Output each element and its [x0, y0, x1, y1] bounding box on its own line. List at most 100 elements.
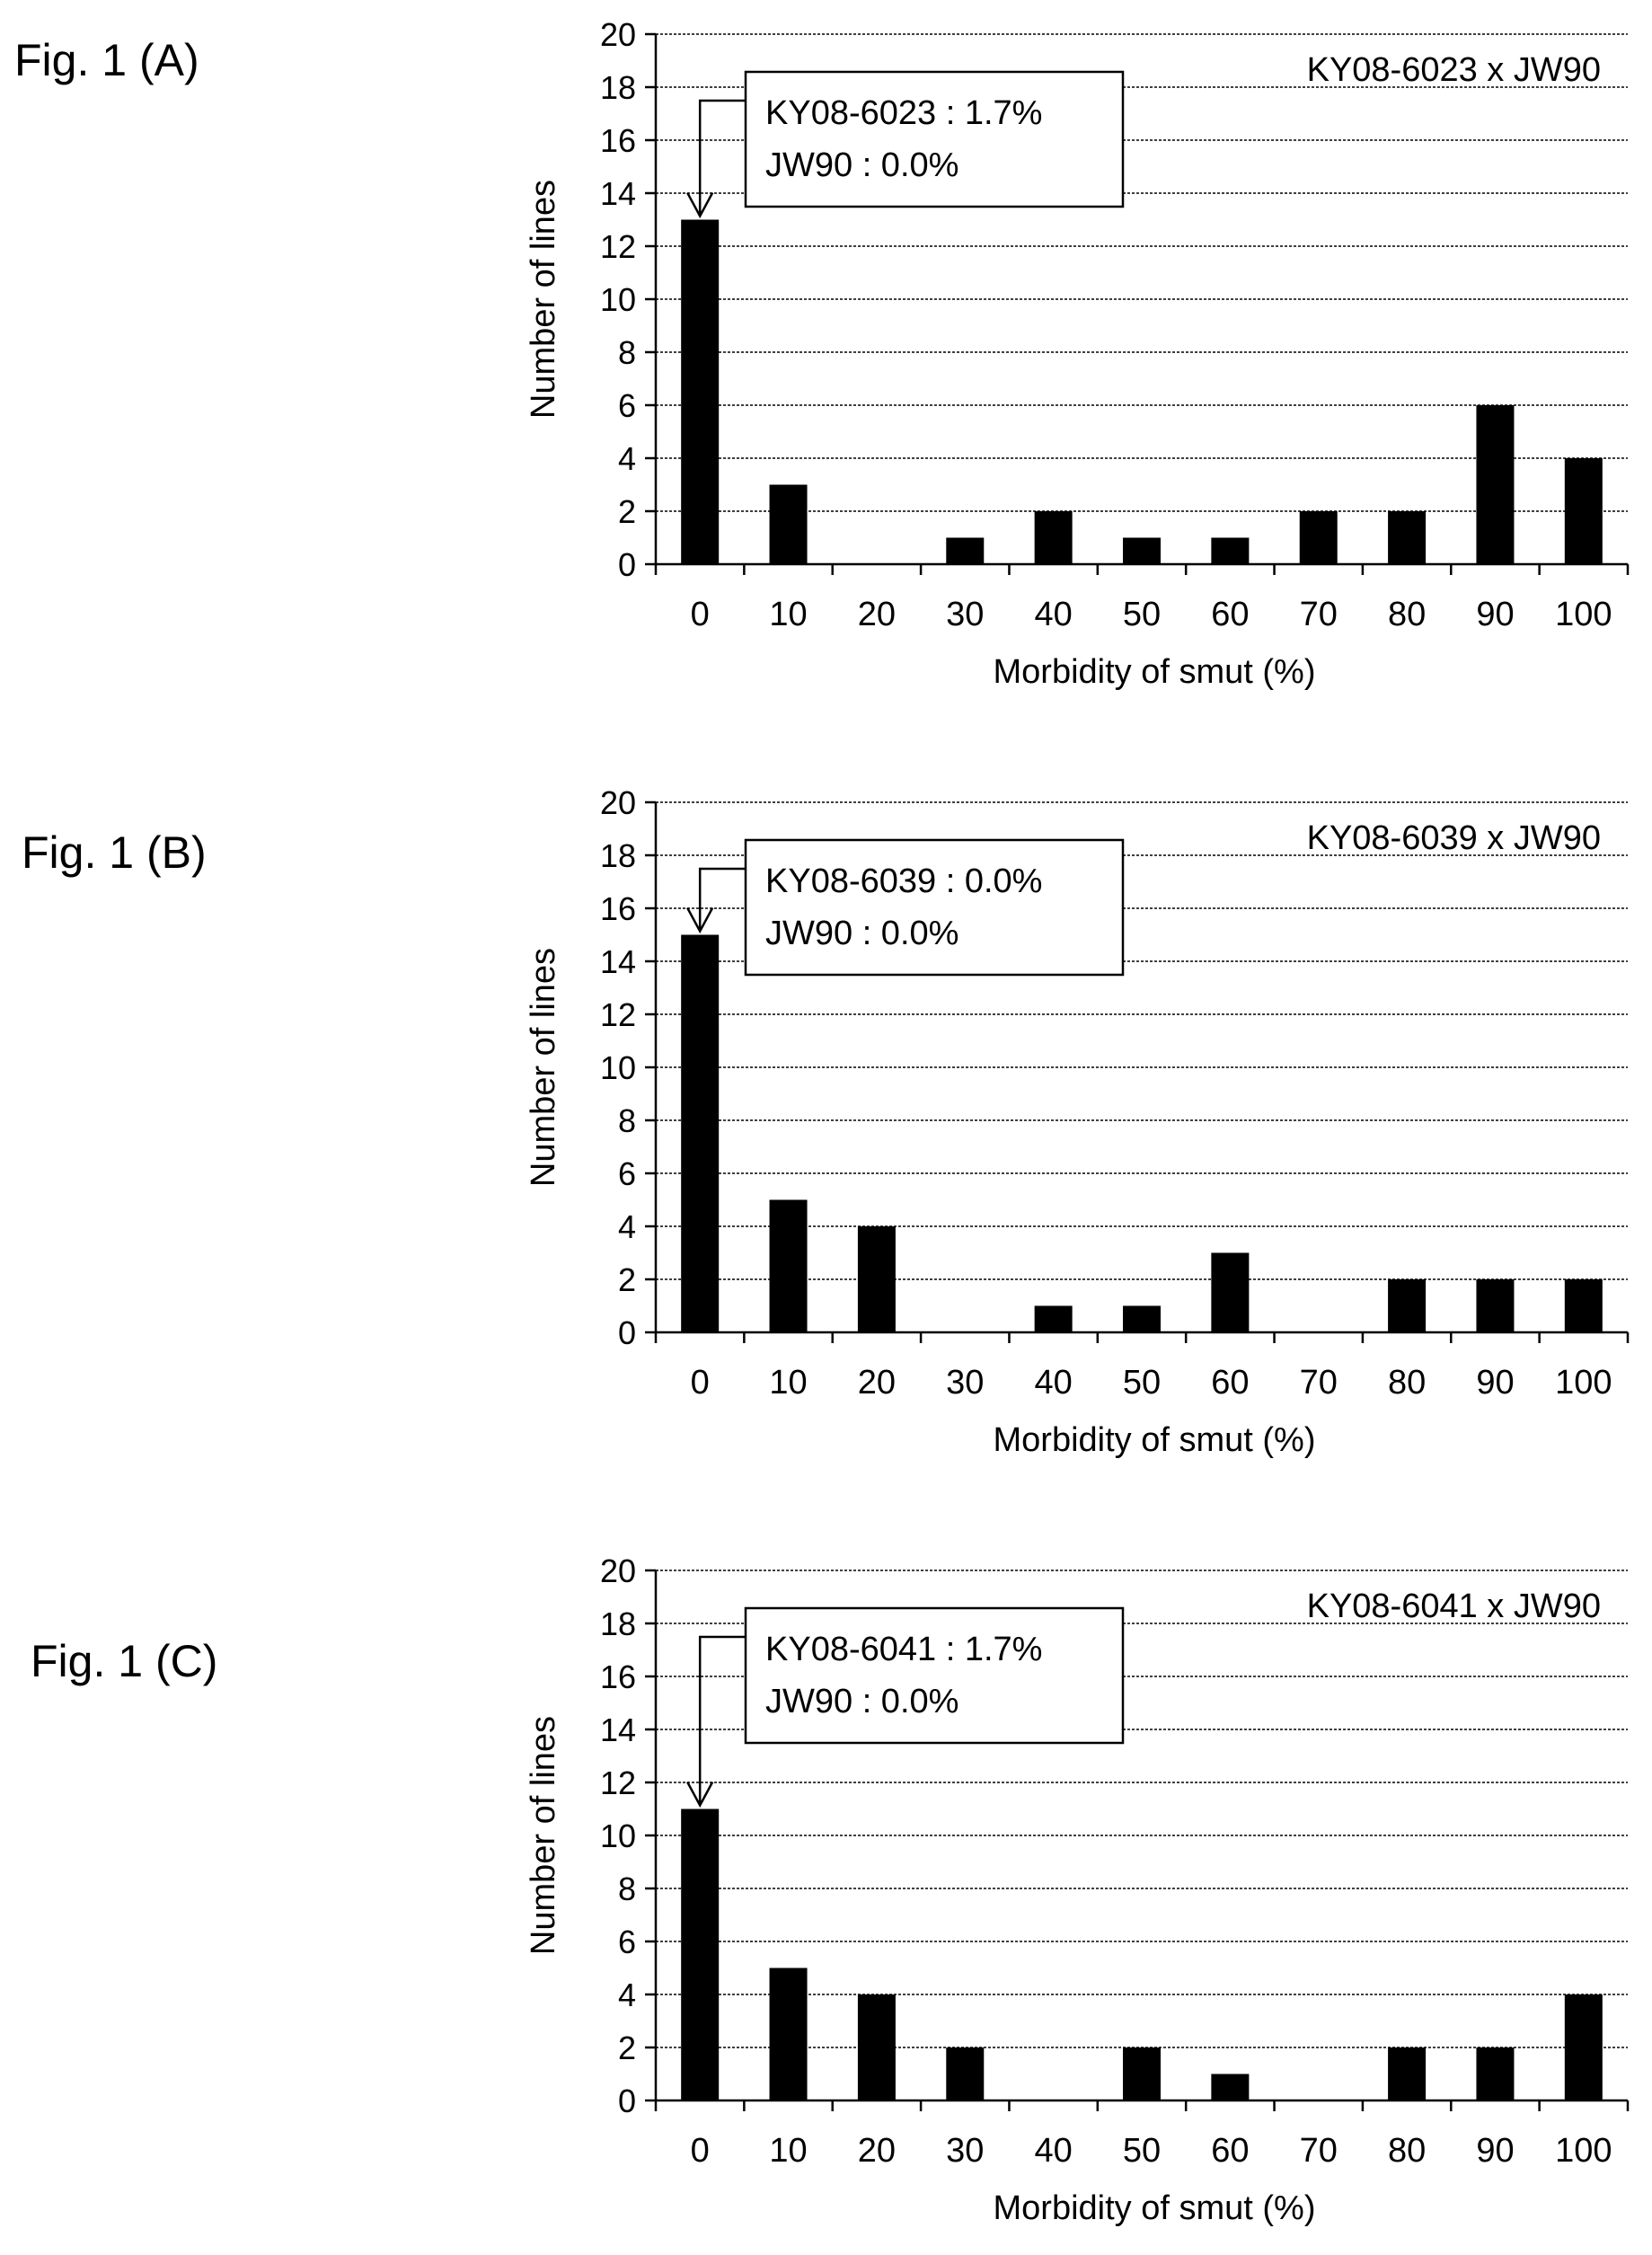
bar	[1123, 1305, 1161, 1332]
annotation-text: KY08-6041 : 1.7%	[765, 1631, 1042, 1668]
bar	[1476, 1279, 1515, 1332]
bar	[946, 2047, 985, 2100]
x-tick-label: 90	[1476, 2132, 1514, 2170]
figure-label-c: Fig. 1 (C)	[31, 1636, 218, 1686]
x-tick-label: 60	[1211, 1364, 1249, 1402]
bar	[1211, 1252, 1250, 1332]
annotation-box	[744, 70, 1125, 208]
bar	[946, 537, 985, 564]
y-tick-label: 0	[618, 546, 636, 583]
chart-panel-a: 0 2 4 6 8 10 12 14 16 18 20 0 10 20 30 40 50 60 70 80 90 100 M…	[525, 16, 1630, 691]
x-tick-label: 80	[1388, 2132, 1426, 2170]
y-tick-label: 14	[600, 943, 636, 980]
bar	[1123, 2047, 1161, 2100]
y-tick-label: 12	[600, 1764, 636, 1801]
annotation-text: KY08-6023 : 1.7%	[765, 94, 1042, 132]
x-tick-label: 10	[769, 596, 807, 633]
y-tick-label: 8	[618, 334, 636, 371]
bar	[1564, 1994, 1603, 2100]
annotation-arrowhead	[686, 191, 714, 219]
y-tick-label: 8	[618, 1870, 636, 1907]
y-tick-label: 10	[600, 1049, 636, 1086]
x-tick-label: 70	[1300, 1364, 1338, 1402]
x-tick-label: 90	[1476, 1364, 1514, 1402]
annotation-box	[744, 838, 1125, 977]
y-tick-label: 18	[600, 1605, 636, 1642]
x-tick-label: 90	[1476, 596, 1514, 633]
bar	[1388, 1279, 1427, 1332]
bar	[769, 1968, 808, 2100]
chart-title: KY08-6023 x JW90	[1307, 51, 1601, 89]
x-tick-label: 30	[946, 1364, 984, 1402]
y-tick-label: 4	[618, 1976, 636, 2013]
x-axis-label: Morbidity of smut (%)	[994, 2189, 1316, 2227]
figure-label-b: Fig. 1 (B)	[22, 827, 207, 878]
bar	[769, 1199, 808, 1332]
y-tick-label: 14	[600, 1711, 636, 1748]
chart-title: KY08-6039 x JW90	[1307, 819, 1601, 857]
y-tick-label: 12	[600, 996, 636, 1033]
bar	[681, 1808, 720, 2100]
bar	[1564, 458, 1603, 564]
chart-panel-b: 0 2 4 6 8 10 12 14 16 18 20 0 10 20 30 40 50 60 70 80 90 100 M…	[525, 784, 1630, 1459]
x-tick-label: 50	[1123, 596, 1161, 633]
x-tick-label: 100	[1555, 1364, 1612, 1402]
x-tick-label: 20	[858, 2132, 896, 2170]
y-tick-label: 16	[600, 122, 636, 159]
annotation-arrow	[698, 867, 746, 930]
x-tick-label: 50	[1123, 1364, 1161, 1402]
bar	[1388, 511, 1427, 564]
annotation-text: JW90 : 0.0%	[765, 146, 959, 184]
annotation-arrowhead	[686, 906, 714, 934]
y-tick-label: 20	[600, 784, 636, 821]
x-tick-label: 100	[1555, 2132, 1612, 2170]
y-tick-label: 6	[618, 1923, 636, 1960]
bar	[1476, 2047, 1515, 2100]
x-tick-label: 100	[1555, 596, 1612, 633]
figure-label-a: Fig. 1 (A)	[14, 35, 199, 85]
x-tick-label: 60	[1211, 2132, 1249, 2170]
bar	[1211, 2074, 1250, 2100]
y-tick-label: 2	[618, 493, 636, 530]
bar	[1564, 1279, 1603, 1332]
y-tick-label: 14	[600, 175, 636, 212]
x-tick-label: 60	[1211, 596, 1249, 633]
annotation-text: JW90 : 0.0%	[765, 1683, 959, 1720]
bar	[1388, 2047, 1427, 2100]
x-tick-label: 0	[691, 2132, 710, 2170]
bar	[1211, 537, 1250, 564]
x-tick-label: 10	[769, 2132, 807, 2170]
y-tick-label: 6	[618, 1155, 636, 1192]
y-tick-label: 18	[600, 69, 636, 106]
x-tick-label: 40	[1034, 2132, 1072, 2170]
chart-panel-c: 0 2 4 6 8 10 12 14 16 18 20 0 10 20 30 40 50 60 70 80 90 100 M…	[525, 1552, 1630, 2227]
x-tick-label: 70	[1300, 2132, 1338, 2170]
bar	[1123, 537, 1161, 564]
bar	[769, 484, 808, 564]
y-tick-label: 10	[600, 281, 636, 318]
annotation-text: JW90 : 0.0%	[765, 915, 959, 952]
x-tick-label: 50	[1123, 2132, 1161, 2170]
x-tick-label: 0	[691, 1364, 710, 1402]
bar	[1476, 405, 1515, 564]
x-tick-label: 40	[1034, 1364, 1072, 1402]
annotation-arrowhead	[686, 1781, 714, 1808]
y-tick-label: 10	[600, 1817, 636, 1854]
x-tick-label: 30	[946, 2132, 984, 2170]
bar	[1034, 1305, 1073, 1332]
y-tick-label: 8	[618, 1102, 636, 1139]
x-tick-label: 20	[858, 596, 896, 633]
y-tick-label: 2	[618, 2030, 636, 2066]
x-tick-label: 30	[946, 596, 984, 633]
annotation-text: KY08-6039 : 0.0%	[765, 862, 1042, 900]
x-axis-label: Morbidity of smut (%)	[994, 653, 1316, 691]
bar	[681, 219, 720, 564]
y-tick-label: 4	[618, 1208, 636, 1245]
x-tick-label: 40	[1034, 596, 1072, 633]
y-axis-label: Number of lines	[525, 1716, 562, 1955]
bar	[857, 1226, 896, 1332]
x-tick-label: 0	[691, 596, 710, 633]
y-axis-label: Number of lines	[525, 948, 562, 1187]
x-axis-label: Morbidity of smut (%)	[994, 1421, 1316, 1459]
